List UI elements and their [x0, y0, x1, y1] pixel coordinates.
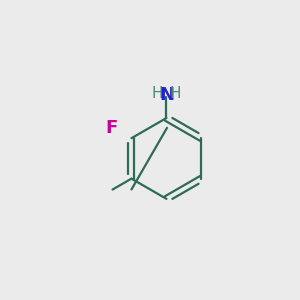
- Text: N: N: [159, 86, 174, 104]
- Text: H: H: [152, 86, 164, 101]
- Text: F: F: [105, 119, 117, 137]
- Text: H: H: [169, 86, 181, 101]
